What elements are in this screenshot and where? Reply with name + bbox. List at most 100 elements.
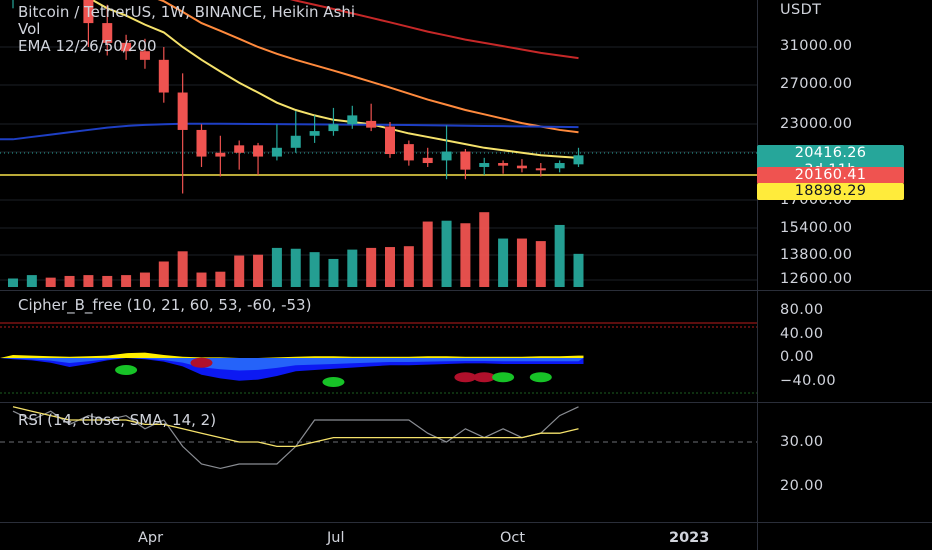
volume-bar: [309, 252, 320, 287]
cipher-money-flow: [0, 352, 584, 358]
candle-body: [139, 51, 150, 60]
candle-body: [102, 23, 113, 43]
candle-body: [460, 151, 471, 170]
price-tick: 31000.00: [780, 38, 853, 54]
candle-body: [422, 157, 433, 164]
volume-bar: [177, 251, 188, 287]
volume-bar: [253, 254, 264, 287]
volume-bar: [328, 258, 339, 287]
candle-body: [403, 144, 414, 161]
cipher-signal-dot: [115, 365, 138, 375]
volume-bar: [26, 275, 37, 287]
candle-body: [516, 165, 527, 169]
candle-body: [366, 120, 377, 128]
candle-body: [121, 42, 132, 52]
candle-body: [196, 129, 207, 157]
pane-divider[interactable]: [0, 290, 932, 291]
volume-bar: [158, 261, 169, 287]
price-tick: 27000.00: [780, 76, 853, 92]
candle-body: [253, 145, 264, 157]
candle-body: [215, 152, 226, 157]
volume-bar: [479, 212, 490, 287]
candle-body: [573, 155, 584, 165]
ema-line: [289, 0, 579, 60]
volume-bar: [366, 247, 377, 287]
volume-bar: [403, 246, 414, 287]
rsi-legend[interactable]: RSI (14, close, SMA, 14, 2): [18, 411, 217, 429]
cipher-wave-area: [0, 358, 584, 381]
candle-body: [158, 59, 169, 93]
candle-body: [554, 163, 565, 169]
rsi-tick: 30.00: [780, 434, 824, 450]
candle-body: [309, 131, 320, 136]
candle-body: [328, 124, 339, 132]
time-axis-divider: [0, 522, 932, 523]
cipher-legend[interactable]: Cipher_B_free (10, 21, 60, 53, -60, -53): [18, 296, 312, 314]
candle-body: [498, 163, 509, 166]
cipher-signal-dot: [492, 372, 515, 383]
volume-bar: [290, 248, 301, 287]
volume-bar: [441, 220, 452, 287]
volume-bar: [535, 241, 546, 287]
cipher-wave2-area: [0, 358, 584, 371]
cipher-signal-dot: [322, 377, 345, 387]
candle-body: [290, 135, 301, 148]
cipher-tick: 80.00: [780, 302, 824, 318]
cipher-signal-dot: [473, 372, 496, 383]
cipher-signal-dot: [529, 372, 552, 383]
candle-body: [441, 151, 452, 161]
rsi-tick: 20.00: [780, 478, 824, 494]
candle-body: [535, 168, 546, 171]
price-tick: 23000.00: [780, 116, 853, 132]
volume-bar: [554, 224, 565, 287]
volume-bar: [8, 278, 18, 287]
cipher-signal-dot: [454, 372, 477, 383]
volume-bar: [45, 277, 56, 287]
rsi-sma-line: [12, 406, 579, 448]
candle-body: [83, 0, 94, 24]
symbol-title[interactable]: Bitcoin / TetherUS, 1W, BINANCE, Heikin …: [18, 3, 356, 21]
ema-line: [0, 122, 579, 141]
volume-bar: [422, 221, 433, 287]
price-tick: 12600.00: [780, 271, 853, 287]
volume-bar: [516, 238, 527, 287]
price-axis-divider: [757, 0, 758, 550]
volume-bar: [460, 223, 471, 287]
time-label: Jul: [327, 530, 345, 546]
ema-legend[interactable]: EMA 12/26/50/200: [18, 37, 157, 55]
volume-bar: [498, 238, 509, 287]
cipher-tick: 40.00: [780, 326, 824, 342]
volume-bar: [102, 275, 113, 287]
volume-bar: [215, 271, 226, 287]
volume-bar: [271, 247, 282, 287]
volume-bar: [196, 272, 207, 287]
candle-body: [479, 163, 490, 167]
volume-bar: [121, 275, 132, 287]
time-label: Apr: [138, 530, 164, 546]
candle-body: [177, 92, 188, 130]
cipher-tick: 0.00: [780, 349, 814, 365]
cipher-tick: −40.00: [780, 373, 837, 389]
volume-bar: [64, 275, 75, 287]
volume-bar: [83, 275, 94, 287]
volume-bar: [385, 247, 395, 287]
level-price-tag: 18898.29: [757, 183, 904, 200]
volume-legend[interactable]: Vol: [18, 20, 41, 38]
price-tick: 13800.00: [780, 247, 853, 263]
currency-label: USDT: [780, 2, 822, 18]
volume-bar: [573, 253, 584, 287]
last-price-value: 20416.26: [794, 145, 867, 161]
time-label: 2023: [669, 530, 710, 546]
volume-bar: [139, 272, 150, 287]
candle-body: [271, 147, 282, 157]
pane-divider[interactable]: [0, 402, 932, 403]
ema-line: [157, 0, 579, 134]
cipher-signal-dot: [190, 357, 213, 368]
volume-bar: [347, 249, 358, 287]
level-price-tag: 20160.41: [757, 167, 904, 184]
candle-body: [347, 115, 358, 125]
price-tick: 15400.00: [780, 220, 853, 236]
candle-body: [385, 126, 395, 155]
